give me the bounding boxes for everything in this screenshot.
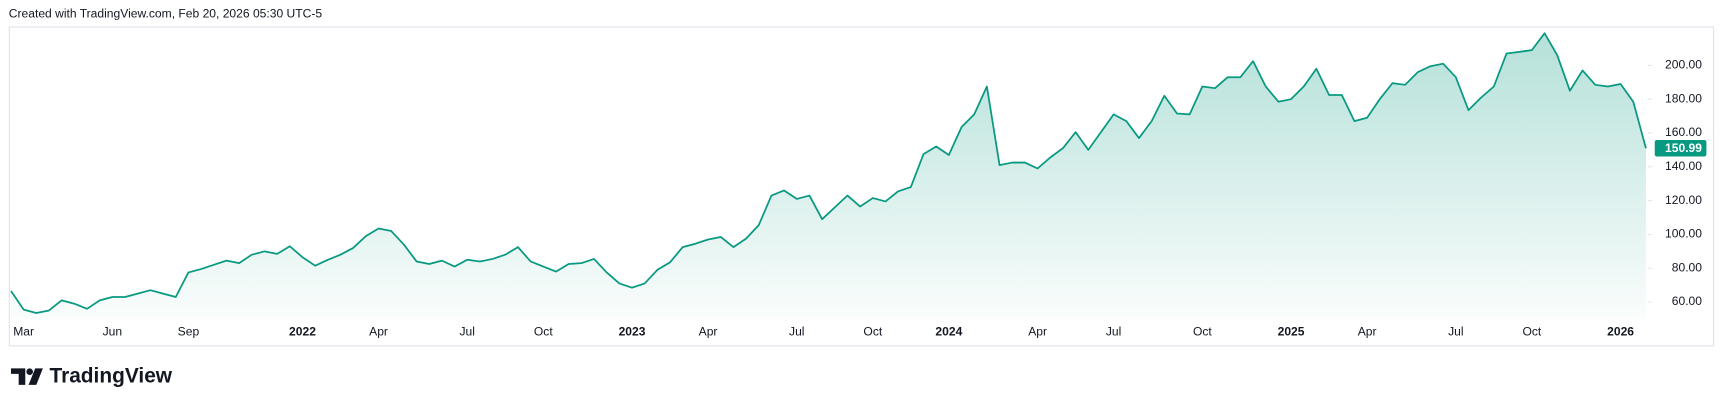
y-tick-label: 200.00 (1665, 58, 1702, 72)
x-tick-label: Jul (789, 324, 804, 338)
x-tick-label: Oct (863, 324, 882, 338)
y-tick-label: 140.00 (1665, 159, 1702, 173)
header-text: Created with TradingView.com, Feb 20, 20… (9, 7, 323, 21)
x-tick-label: 2023 (619, 324, 646, 338)
x-tick-label: Oct (1522, 324, 1541, 338)
logo-icon (26, 368, 33, 376)
x-tick-label: Mar (13, 324, 34, 338)
last-price-badge (1654, 139, 1707, 157)
x-tick-label: Jun (103, 324, 122, 338)
x-tick-label: Oct (1193, 324, 1212, 338)
y-tick-label: 160.00 (1665, 125, 1702, 139)
logo: TradingView (10, 365, 173, 388)
logo-icon (10, 368, 26, 385)
last-price-label: 150.99 (1665, 141, 1702, 155)
x-tick-label: Apr (699, 324, 718, 338)
price-line (10, 32, 1647, 314)
area-fill (10, 33, 1646, 319)
x-tick-label: Apr (1358, 324, 1377, 338)
x-tick-label: 2022 (289, 324, 316, 338)
chart-frame (8, 26, 1715, 347)
x-tick-label: Jul (1448, 324, 1463, 338)
y-tick-label: 180.00 (1665, 91, 1702, 105)
x-tick-label: 2025 (1278, 324, 1305, 338)
logo-text: TradingView (49, 365, 172, 388)
y-tick-label: 60.00 (1672, 294, 1703, 308)
y-tick-label: 80.00 (1672, 260, 1703, 274)
logo-icon (28, 368, 43, 385)
x-tick-label: Sep (178, 324, 200, 338)
x-tick-label: Apr (369, 324, 388, 338)
x-tick-label: 2026 (1607, 324, 1634, 338)
y-tick-label: 100.00 (1665, 227, 1702, 241)
x-tick-label: Jul (460, 324, 475, 338)
x-tick-label: Apr (1028, 324, 1047, 338)
x-tick-label: Oct (534, 324, 553, 338)
x-tick-label: Jul (1106, 324, 1121, 338)
x-tick-label: 2024 (935, 324, 962, 338)
y-tick-label: 120.00 (1665, 193, 1702, 207)
